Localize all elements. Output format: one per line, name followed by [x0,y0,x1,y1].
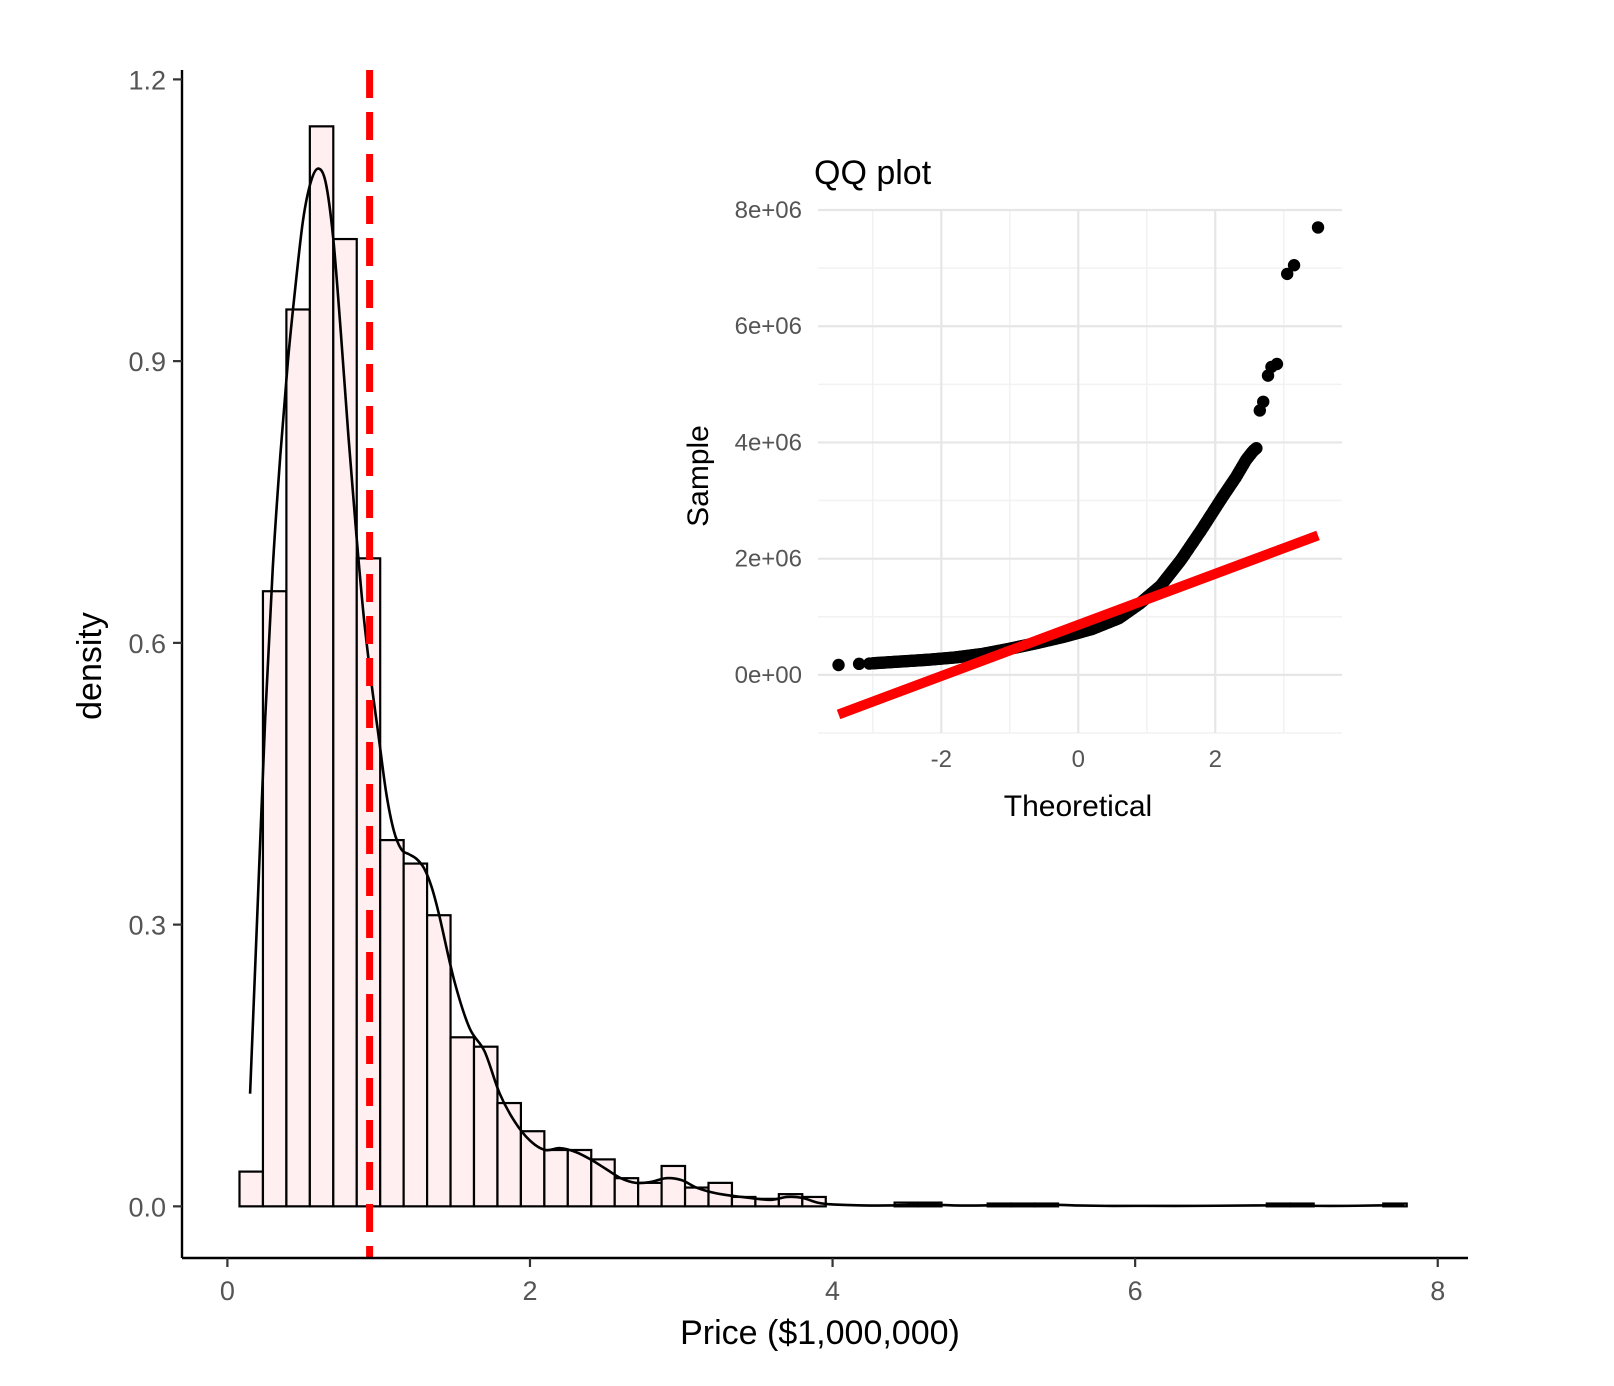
x-tick-label: 8 [1430,1276,1445,1306]
y-axis-title: density [71,612,109,720]
x-tick-label: 2 [522,1276,537,1306]
density-curve [248,167,1405,1208]
qq-y-axis-ticks: 0e+00 2e+06 4e+06 6e+06 8e+06 [735,197,802,689]
histogram-bar [472,1045,499,1208]
histogram-panel: 0 2 4 6 8 0.0 0.3 0.6 0.9 1.2 Price ($1,000,000)… [71,65,1468,1352]
histogram-bar [425,914,452,1208]
x-tick-label: 4 [825,1276,840,1306]
histogram-bar [543,1148,569,1208]
y-tick-label: 0.6 [128,629,166,659]
histogram-bar [238,1170,265,1208]
qq-x-tick-label: 2 [1209,746,1222,773]
y-axis-ticks: 0.0 0.3 0.6 0.9 1.2 [128,65,182,1222]
x-axis-title: Price ($1,000,000) [680,1314,960,1352]
histogram-bar [285,308,311,1208]
qq-x-axis-ticks: -2 0 2 [931,746,1222,773]
qq-y-tick-label: 6e+06 [735,313,802,340]
qq-x-tick-label: -2 [931,746,952,773]
qq-point [1311,221,1325,234]
qq-point [1270,357,1284,371]
qq-x-tick-label: 0 [1072,746,1085,773]
y-tick-label: 0.9 [128,347,166,377]
qq-plot-title: QQ plot [814,154,932,192]
histogram-bar [496,1101,522,1208]
qq-x-axis-title: Theoretical [1004,790,1152,823]
y-tick-label: 1.2 [128,65,166,95]
x-tick-label: 0 [220,1276,235,1306]
x-axis-ticks: 0 2 4 6 8 [220,1258,1445,1306]
histogram-bar [379,838,405,1208]
qq-point [863,657,876,670]
y-tick-label: 0.3 [128,911,166,941]
qq-point [832,658,845,672]
qq-y-tick-label: 2e+06 [735,546,802,573]
histogram-bar [308,125,335,1208]
y-tick-label: 0.0 [128,1192,166,1222]
qq-point [852,657,866,671]
histogram-bar [402,862,429,1208]
x-tick-label: 6 [1128,1276,1143,1306]
qq-point [1287,259,1301,272]
qq-plot-panel: -2 0 2 0e+00 2e+06 4e+06 6e+06 8e+06 QQ plot T… [680,150,1360,840]
qq-point [1250,442,1263,455]
qq-y-tick-label: 4e+06 [735,429,802,456]
qq-y-tick-label: 0e+00 [735,662,802,689]
qq-point [1281,267,1294,281]
histogram-bar [637,1181,663,1208]
qq-point [1257,395,1270,408]
histogram-bar [449,1036,476,1208]
qq-sample-points [832,221,1325,672]
qq-y-tick-label: 8e+06 [735,197,802,224]
histogram-bar [660,1164,687,1208]
qq-plot-background [680,150,1360,840]
qq-y-axis-title: Sample [682,425,715,527]
qq-reference-line [836,530,1320,720]
